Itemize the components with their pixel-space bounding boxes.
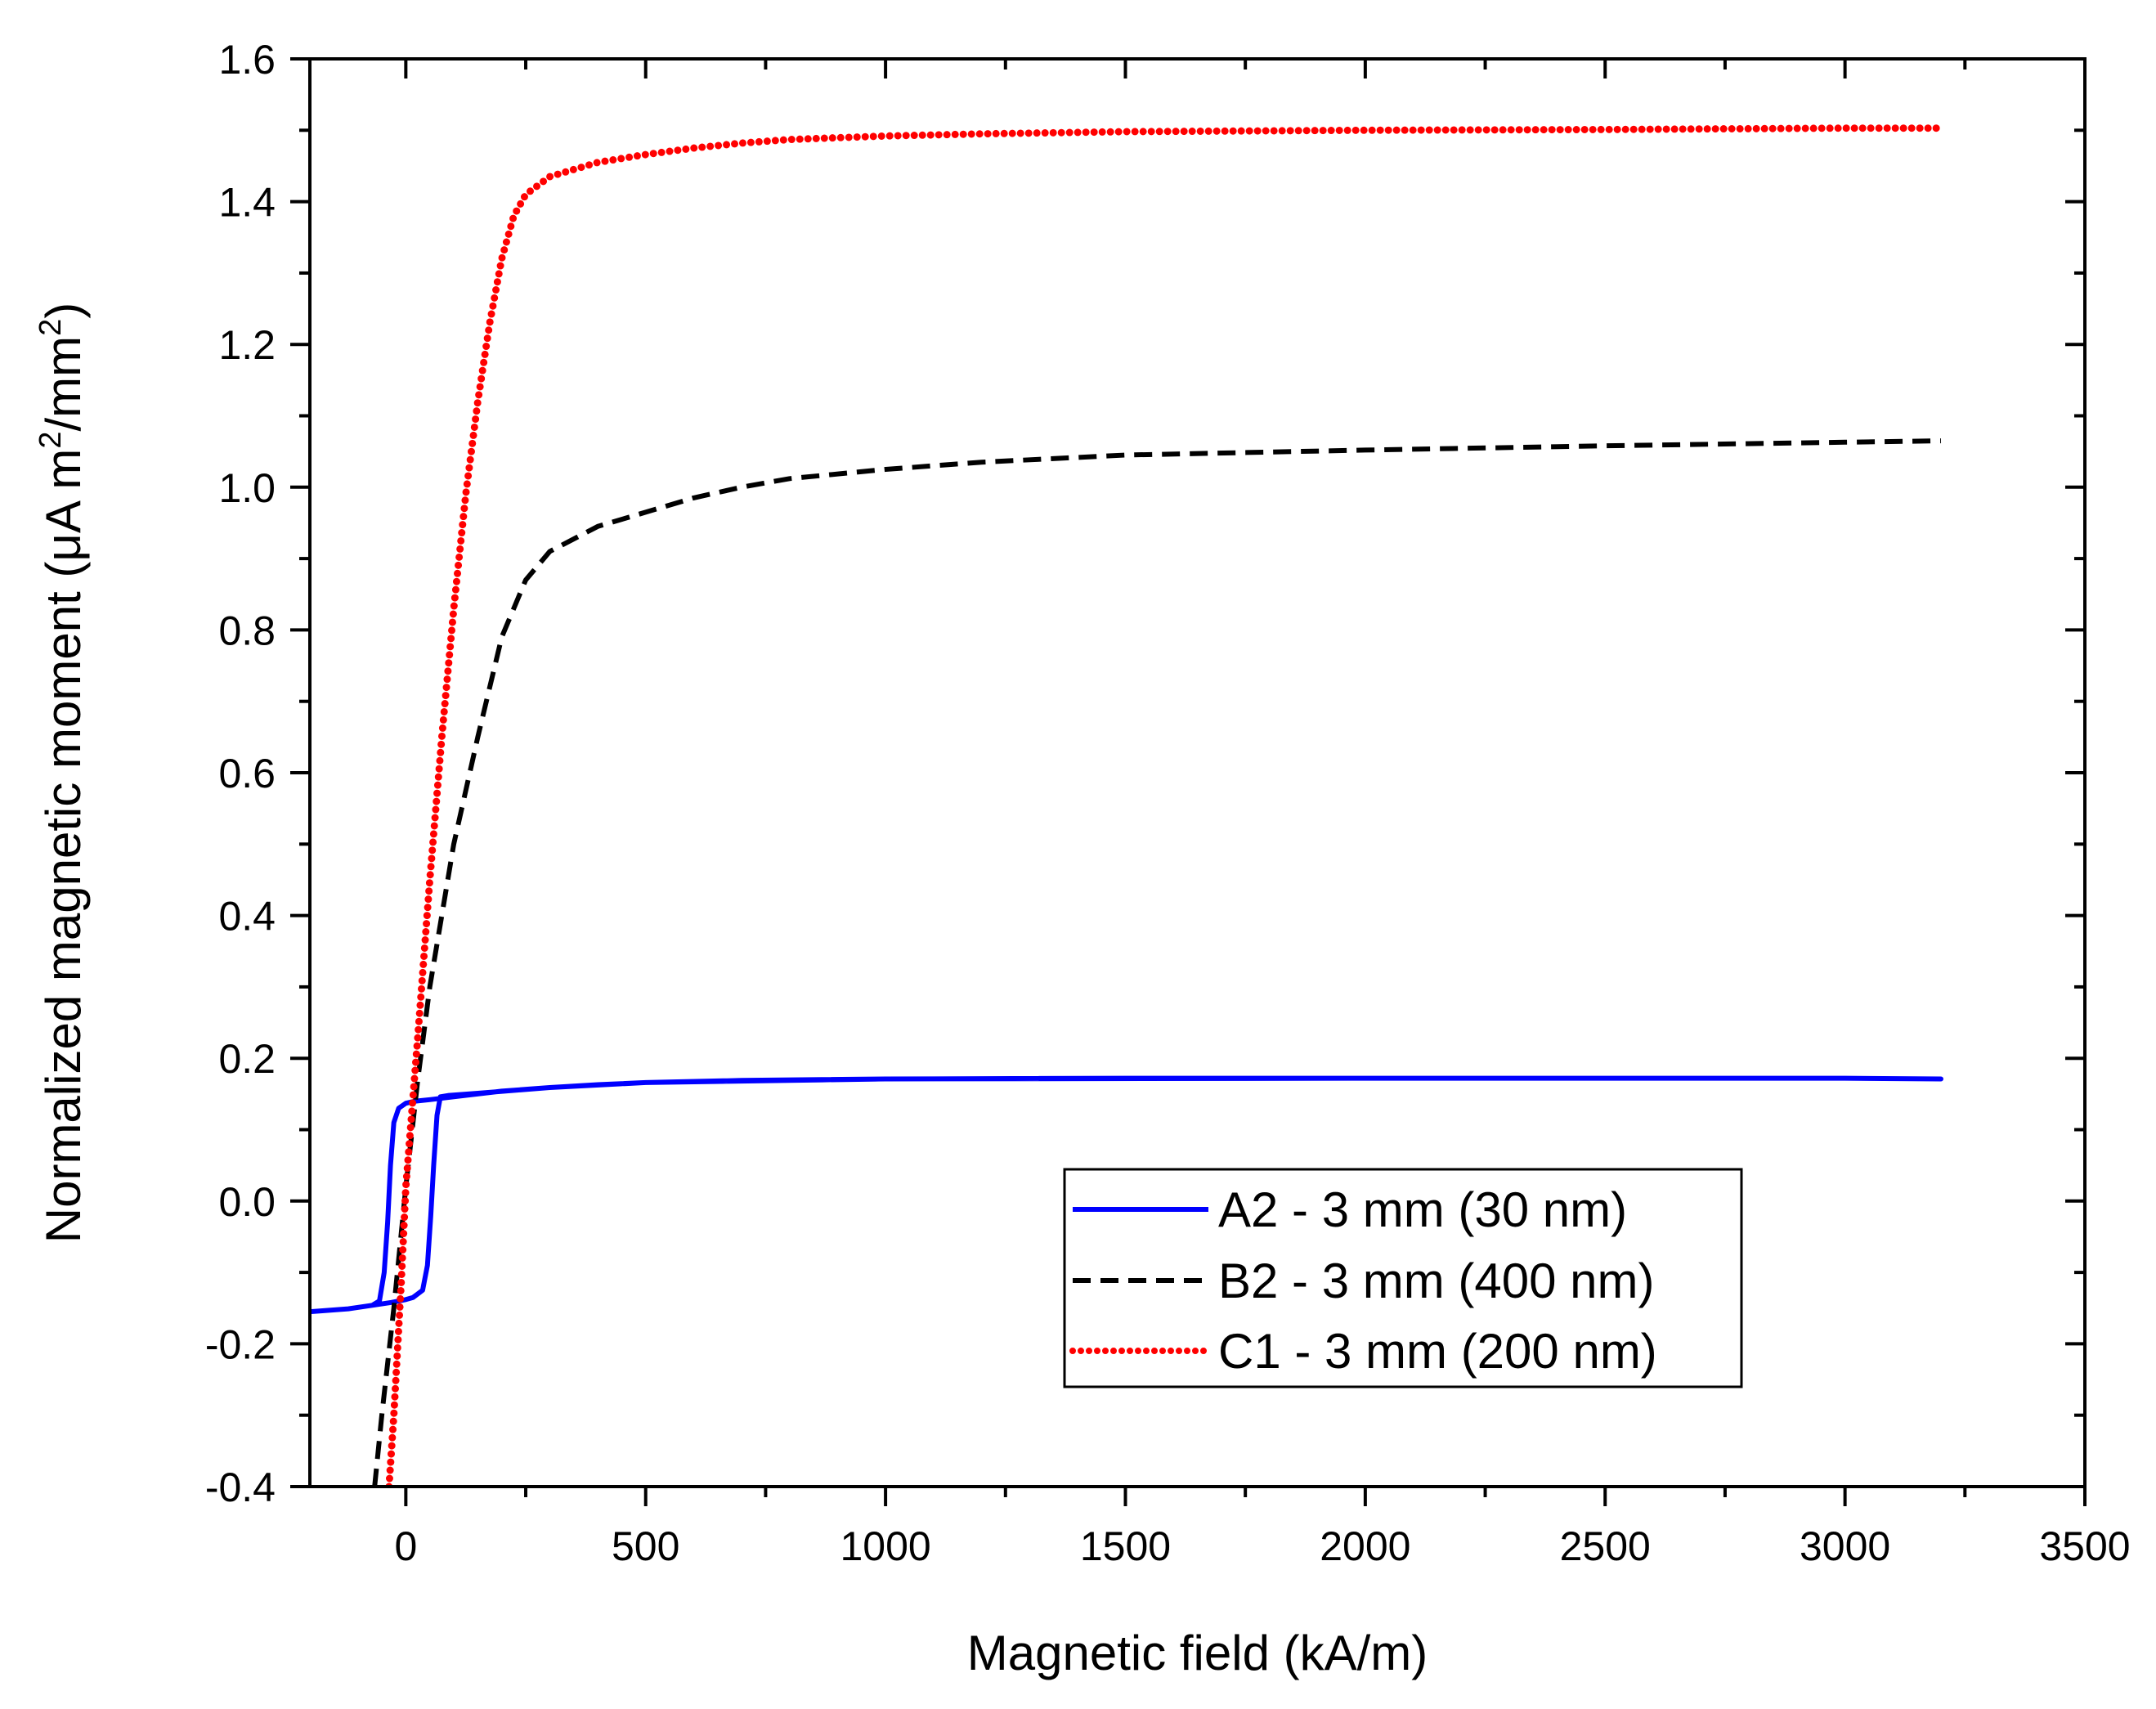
y-tick-label: 1.6	[218, 37, 276, 83]
y-axis-title-unit: A m	[36, 449, 91, 533]
legend-label-c1: C1 - 3 mm (200 nm)	[1218, 1324, 1657, 1379]
legend-label-b2: B2 - 3 mm (400 nm)	[1218, 1254, 1654, 1308]
y-axis-title-main: Normalized magnetic moment (	[36, 562, 91, 1244]
y-tick-label: 1.2	[218, 322, 276, 368]
y-axis-title-mu: μ	[36, 533, 91, 562]
y-tick-label: -0.4	[205, 1465, 276, 1510]
y-axis-title: Normalized magnetic moment (μA m2/mm2)	[34, 303, 91, 1243]
legend: A2 - 3 mm (30 nm) B2 - 3 mm (400 nm) C1 …	[1063, 1168, 1743, 1388]
y-tick-label: 0.0	[218, 1179, 276, 1225]
x-tick-label: 2500	[1560, 1523, 1651, 1569]
x-tick-label: 3500	[2039, 1523, 2130, 1569]
tick-labels-layer: 0 500 1000 1500 2000 2500 3000 3500 -0.4 -0.2 0.0 0…	[205, 37, 2131, 1569]
y-tick-label: 1.0	[218, 465, 276, 511]
y-tick-label: 1.4	[218, 180, 276, 226]
x-tick-label: 1500	[1080, 1523, 1171, 1569]
x-tick-label: 1000	[840, 1523, 930, 1569]
legend-label-a2: A2 - 3 mm (30 nm)	[1218, 1182, 1627, 1237]
y-tick-label: -0.2	[205, 1321, 276, 1367]
y-axis-title-sup2: 2	[34, 319, 68, 336]
x-axis-title: Magnetic field (kA/m)	[967, 1626, 1428, 1680]
y-tick-label: 0.4	[218, 894, 276, 940]
y-tick-label: 0.2	[218, 1036, 276, 1082]
y-tick-label: 0.8	[218, 608, 276, 653]
x-tick-label: 3000	[1800, 1523, 1890, 1569]
y-axis-title-close: )	[36, 303, 91, 319]
series-line-1	[372, 438, 1942, 1487]
series-line-2	[385, 124, 1945, 1487]
x-tick-label: 2000	[1320, 1523, 1410, 1569]
y-tick-label: 0.6	[218, 751, 276, 796]
x-tick-label: 0	[394, 1523, 417, 1569]
series-layer	[310, 124, 1945, 1487]
x-tick-label: 500	[612, 1523, 679, 1569]
y-axis-title-sup1: 2	[34, 432, 68, 449]
series-line-0	[310, 1075, 1943, 1315]
y-axis-title-slash: /mm	[36, 336, 91, 432]
ticks-layer	[290, 57, 2087, 1506]
